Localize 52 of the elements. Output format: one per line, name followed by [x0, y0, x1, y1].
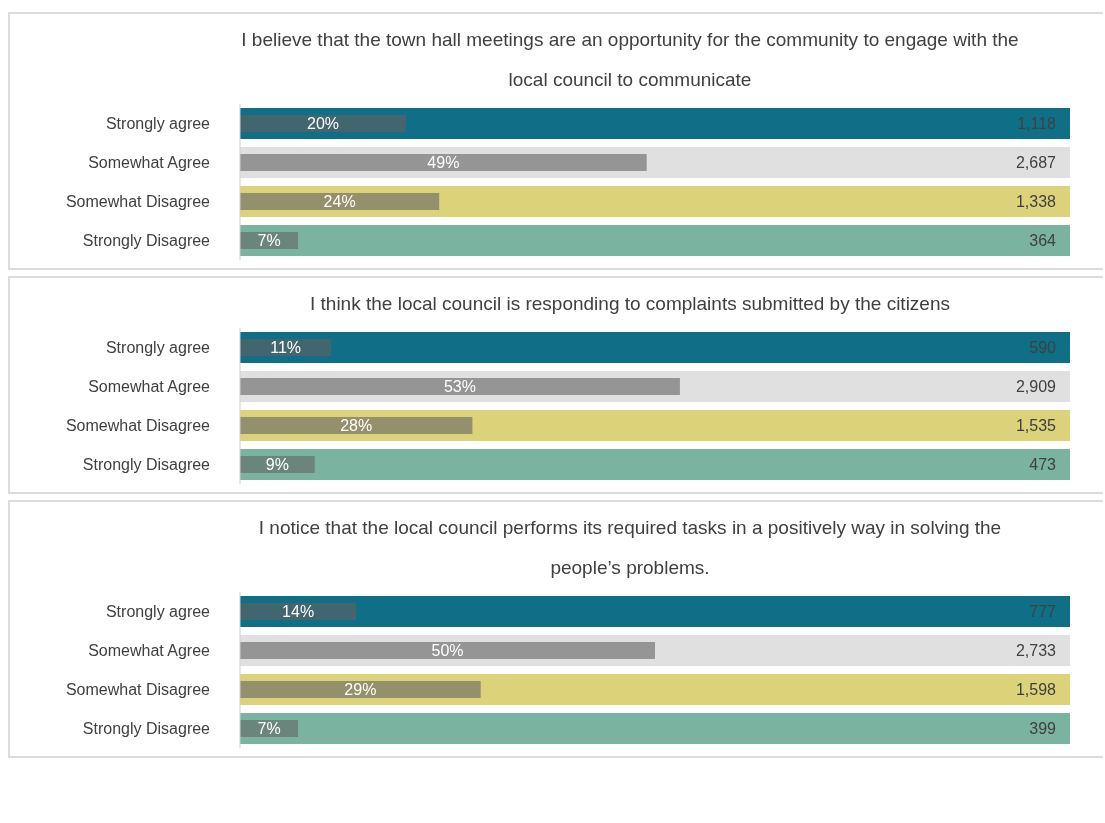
data-label: 24%	[323, 193, 356, 211]
bar	[240, 681, 481, 698]
data-label: 20%	[306, 115, 340, 133]
bar	[240, 225, 1070, 256]
y-tick-label: Somewhat Disagree	[65, 417, 211, 435]
bar	[240, 713, 1070, 744]
bar	[240, 115, 406, 132]
annotation: 1,598	[1015, 681, 1057, 699]
annotation: 590	[1029, 339, 1057, 357]
bar	[240, 332, 1070, 363]
bar	[240, 193, 440, 210]
chart-title: I notice that the local council performs its required tasks in a positively way in solving the people’s problems.	[257, 516, 1003, 580]
bar	[240, 417, 473, 434]
data-label: 7%	[257, 232, 281, 250]
data-label: 28%	[340, 417, 373, 435]
y-tick-label: Strongly Disagree	[82, 232, 211, 250]
y-tick-label: Strongly agree	[105, 115, 211, 133]
annotation: 1,535	[1015, 417, 1057, 435]
annotation: 2,909	[1015, 378, 1057, 396]
annotation: 364	[1029, 232, 1057, 250]
data-label: 14%	[282, 603, 315, 621]
data-label: 53%	[443, 378, 476, 396]
bar	[240, 596, 1070, 627]
bar	[240, 642, 655, 659]
data-label: 50%	[431, 642, 464, 660]
y-tick-label: Somewhat Disagree	[65, 681, 211, 699]
data-label: 49%	[427, 154, 460, 172]
bar	[240, 108, 1070, 139]
y-tick-label: Strongly Disagree	[82, 456, 211, 474]
annotation: 777	[1029, 603, 1057, 621]
chart-title: I think the local council is responding to complaints submitted by the citizens	[309, 292, 951, 316]
y-tick-label: Somewhat Agree	[88, 154, 211, 172]
y-tick-label: Strongly agree	[105, 603, 211, 621]
y-tick-label: Strongly Disagree	[82, 720, 211, 738]
y-tick-label: Somewhat Agree	[88, 642, 211, 660]
bar	[240, 154, 647, 171]
y-tick-label: Somewhat Disagree	[65, 193, 211, 211]
annotation: 473	[1029, 456, 1057, 474]
bar	[240, 378, 680, 395]
annotation: 1,118	[1017, 115, 1057, 133]
data-label: 9%	[265, 456, 289, 474]
bar	[240, 449, 1070, 480]
data-label: 7%	[257, 720, 281, 738]
annotation: 399	[1029, 720, 1057, 738]
y-tick-label: Strongly agree	[105, 339, 211, 357]
data-label: 11%	[270, 339, 302, 357]
annotation: 1,338	[1015, 193, 1057, 211]
annotation: 2,733	[1015, 642, 1057, 660]
y-tick-label: Somewhat Agree	[88, 378, 211, 396]
data-label: 29%	[344, 681, 377, 699]
chart-title: I believe that the town hall meetings are an opportunity for the community to engage with the local council to communicate	[240, 28, 1020, 92]
annotation: 2,687	[1015, 154, 1057, 172]
